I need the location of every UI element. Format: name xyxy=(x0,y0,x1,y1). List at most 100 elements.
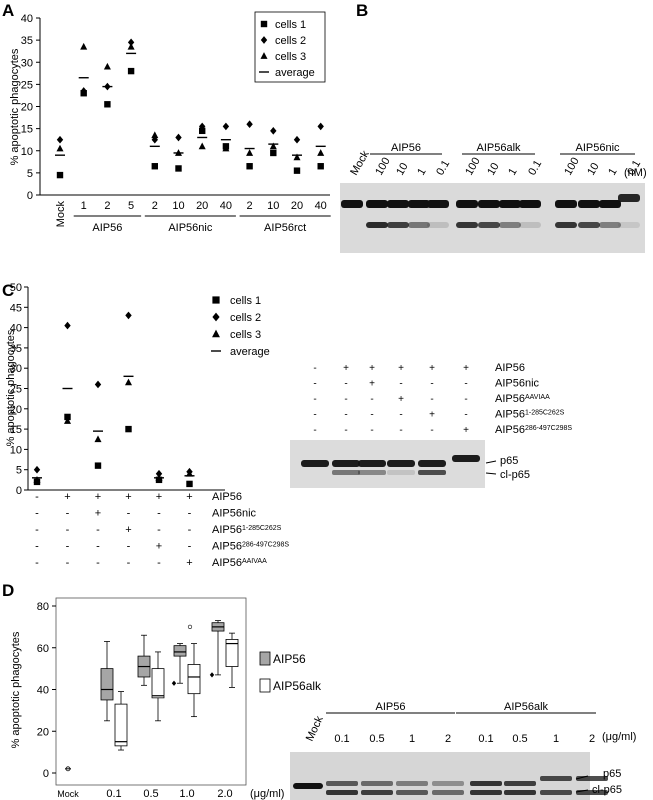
blot-d: Mock AIP56 0.1 0.5 1 2 AIP56alk 0.1 0.5 1 2 (μg/ml)… xyxy=(290,701,636,800)
legend-label: cells 3 xyxy=(230,329,261,341)
x-tick-label: 1.0 xyxy=(179,788,194,800)
lane-label: 0.1 xyxy=(434,158,452,177)
x-tick-label: 2.0 xyxy=(217,788,232,800)
condition-sign: + xyxy=(398,363,404,374)
point-cells-1 xyxy=(151,163,158,170)
point-cells-3 xyxy=(246,149,254,156)
legend-marker xyxy=(212,329,220,338)
condition-sign: + xyxy=(343,363,349,374)
x-tick-label: 2 xyxy=(104,200,110,212)
lane-label: 100 xyxy=(463,156,483,178)
y-tick-label: 40 xyxy=(21,13,33,25)
y-tick-label: 25 xyxy=(21,79,33,91)
point-cells-2 xyxy=(56,135,64,144)
chart-d: 0 20 40 60 80 % apoptotic phagocytes Mock 0.1 0.… xyxy=(10,597,322,800)
unit-label: (nM) xyxy=(624,167,647,179)
point-cells-1 xyxy=(94,462,102,469)
lane-label: 10 xyxy=(485,161,502,178)
band-cl-p65 xyxy=(576,790,608,795)
legend-label: cells 1 xyxy=(230,295,261,307)
condition-sign: - xyxy=(430,394,433,405)
legend-label: AIP56 xyxy=(273,652,306,666)
y-axis-title: % apoptotic phagocytes xyxy=(5,329,17,446)
legend-box xyxy=(203,281,287,363)
point-cells-2 xyxy=(317,122,324,131)
condition-sign: - xyxy=(344,410,347,421)
band-cl-p65 xyxy=(361,790,393,795)
x-tick-label: Mock xyxy=(57,789,79,799)
box-AIP56 xyxy=(100,668,114,701)
point-cells-3 xyxy=(185,469,194,477)
x-tick-label: 40 xyxy=(315,200,327,212)
lane-label: 1 xyxy=(415,166,428,177)
condition-sign: + xyxy=(463,425,469,436)
point-cells-1 xyxy=(270,149,277,157)
point-cells-1 xyxy=(104,101,111,108)
point-cells-2 xyxy=(33,465,41,474)
condition-label: AIP56 xyxy=(212,491,242,503)
band-p65 xyxy=(618,194,640,202)
band-pointer xyxy=(485,472,497,475)
condition-sign: - xyxy=(399,379,402,390)
band-p65 xyxy=(499,200,521,208)
point-cells-1 xyxy=(64,413,71,421)
group-label: AIP56rct xyxy=(264,222,306,234)
condition-label: AIP561-285C262S xyxy=(212,524,282,536)
condition-sign: - xyxy=(464,379,467,390)
band-cl-p65 xyxy=(387,222,409,228)
legend-label: cells 3 xyxy=(275,51,306,63)
condition-sign: - xyxy=(430,379,433,390)
point-cells-2 xyxy=(175,133,182,142)
condition-sign: + xyxy=(429,363,435,374)
group-label: AIP56 xyxy=(391,142,421,154)
condition-sign: + xyxy=(186,491,192,503)
band-p65 xyxy=(326,781,358,786)
band-p65 xyxy=(427,200,449,208)
band-label: p65 xyxy=(603,768,621,780)
box-AIP56alk xyxy=(187,664,201,695)
point-cells-3 xyxy=(33,476,41,483)
y-tick-label: 40 xyxy=(37,685,49,697)
condition-sign: - xyxy=(313,394,316,405)
condition-sign: - xyxy=(66,524,70,536)
condition-sign: - xyxy=(313,379,316,390)
x-tick-label: 20 xyxy=(196,200,208,212)
condition-label: AIP56AAVIAA xyxy=(495,393,550,405)
band-p65 xyxy=(408,200,430,208)
condition-sign: - xyxy=(188,508,192,520)
outlier xyxy=(171,680,177,686)
condition-sign: - xyxy=(127,557,131,569)
x-tick-label: 0.5 xyxy=(143,788,158,800)
condition-sign: - xyxy=(370,394,373,405)
condition-label: AIP56 xyxy=(495,362,525,374)
band-p65 xyxy=(301,460,329,467)
condition-sign: - xyxy=(96,541,100,553)
lane-label: 0.1 xyxy=(478,733,493,745)
condition-sign: + xyxy=(186,557,192,569)
condition-label: AIP56286-497C298S xyxy=(495,424,572,436)
legend-label: AIP56alk xyxy=(273,679,322,693)
legend-label: cells 2 xyxy=(230,312,261,324)
y-tick-label: 60 xyxy=(37,643,49,655)
point-cells-3 xyxy=(151,131,159,139)
point-cells-3 xyxy=(198,142,206,150)
condition-sign: - xyxy=(96,524,100,536)
band-p65 xyxy=(578,200,600,208)
condition-sign: + xyxy=(369,363,375,374)
lane-label: Mock xyxy=(304,714,326,743)
band-cl-p65 xyxy=(332,470,360,475)
band-cl-p65 xyxy=(499,222,521,228)
band-cl-p65 xyxy=(599,222,621,228)
x-tick-label: 20 xyxy=(291,200,303,212)
legend-marker xyxy=(212,296,220,304)
y-tick-label: 50 xyxy=(10,282,22,294)
legend-label: average xyxy=(275,67,315,79)
x-tick-label: 0.1 xyxy=(106,788,121,800)
legend-label: average xyxy=(230,346,270,358)
lane-label: 1 xyxy=(606,166,619,177)
band-p65 xyxy=(387,460,415,467)
point-cells-1 xyxy=(199,127,206,135)
lane-label: 0.5 xyxy=(369,733,384,745)
condition-sign: + xyxy=(95,508,101,520)
condition-sign: - xyxy=(370,410,373,421)
